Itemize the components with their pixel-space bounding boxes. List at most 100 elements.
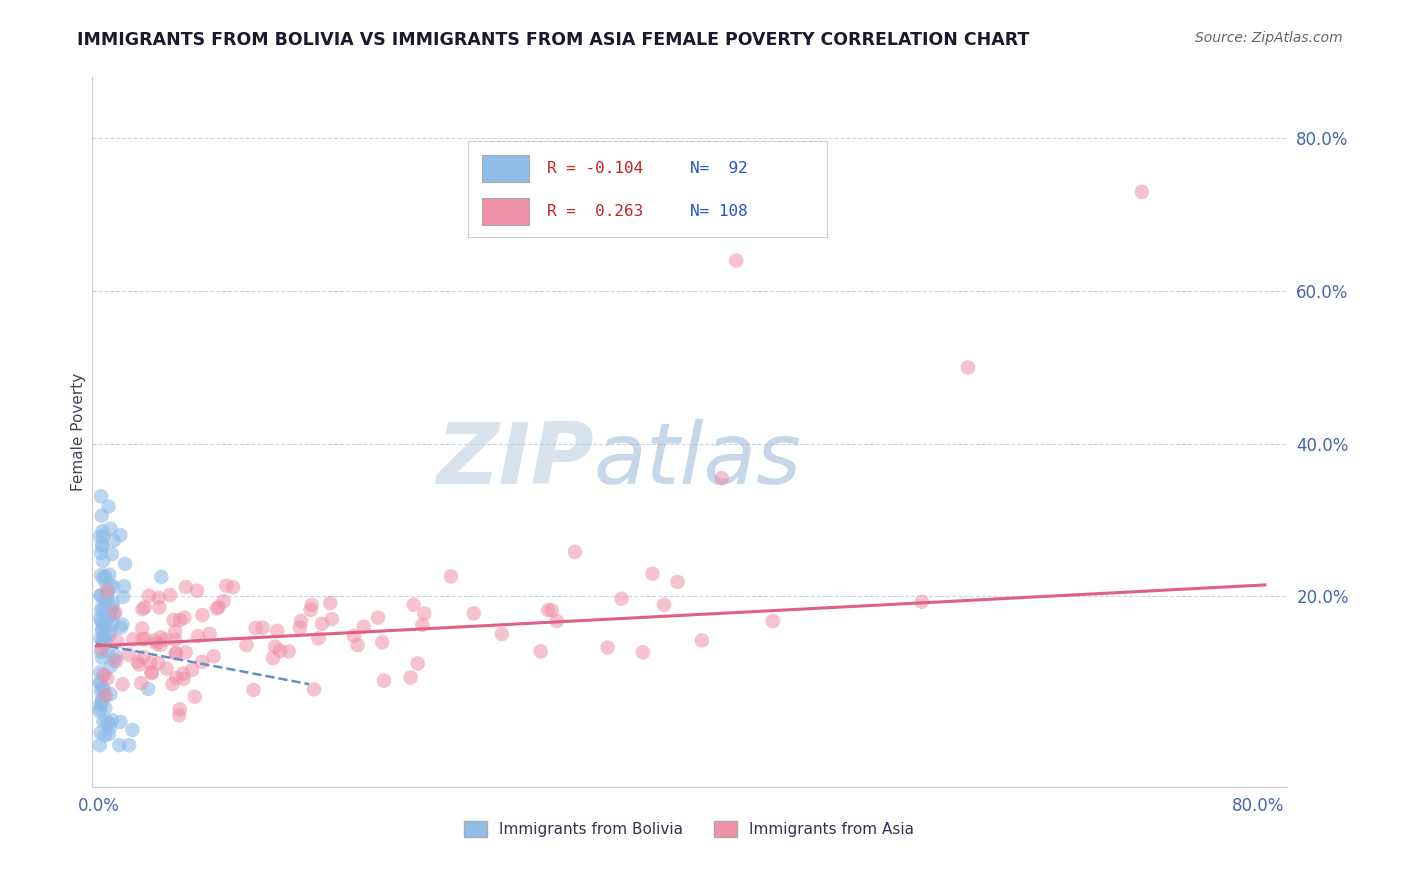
Point <box>89 589 111 603</box>
Point <box>98 721 121 735</box>
Point <box>91 554 114 568</box>
Point <box>173 672 195 686</box>
Point <box>94 689 117 703</box>
Point <box>91 633 114 648</box>
Point <box>90 600 112 615</box>
Point <box>321 612 343 626</box>
Point <box>105 654 128 668</box>
Point <box>301 598 323 612</box>
Point <box>89 529 111 543</box>
Point <box>93 682 115 697</box>
Text: IMMIGRANTS FROM BOLIVIA VS IMMIGRANTS FROM ASIA FEMALE POVERTY CORRELATION CHART: IMMIGRANTS FROM BOLIVIA VS IMMIGRANTS FR… <box>77 31 1029 49</box>
Point <box>346 638 368 652</box>
Point <box>131 622 153 636</box>
Point <box>191 655 214 669</box>
Point <box>725 253 748 268</box>
Point <box>277 644 299 658</box>
Point <box>399 671 422 685</box>
Point <box>1130 185 1153 199</box>
Point <box>149 630 172 644</box>
Point <box>108 738 131 752</box>
Point <box>111 617 134 632</box>
Point <box>105 634 128 648</box>
Point <box>96 607 118 622</box>
Point <box>98 567 121 582</box>
Point <box>93 621 115 635</box>
Point <box>956 360 979 375</box>
Point <box>91 538 114 552</box>
Point <box>98 579 121 593</box>
Point <box>91 616 114 631</box>
Point <box>127 655 149 669</box>
Point <box>181 663 204 677</box>
Point <box>114 557 136 571</box>
Point <box>212 594 235 608</box>
Point <box>91 691 114 706</box>
Point <box>96 714 118 729</box>
Point <box>129 676 152 690</box>
Point <box>94 636 117 650</box>
Point <box>131 602 153 616</box>
Point <box>93 690 115 705</box>
Point <box>187 629 209 643</box>
Point <box>91 623 114 637</box>
Point <box>631 645 654 659</box>
Point <box>90 696 112 710</box>
Point <box>537 603 560 617</box>
Point <box>91 624 114 638</box>
Point <box>148 656 170 670</box>
Point <box>641 566 664 581</box>
Point <box>222 581 245 595</box>
Point <box>172 666 194 681</box>
Point <box>94 615 117 629</box>
Point <box>252 621 274 635</box>
Point <box>184 690 207 704</box>
Point <box>96 593 118 607</box>
Point <box>145 636 167 650</box>
Point <box>564 545 586 559</box>
Point <box>94 728 117 742</box>
Point <box>269 644 291 658</box>
Point <box>491 627 513 641</box>
Point <box>93 635 115 649</box>
Point <box>134 600 156 615</box>
Point <box>118 738 141 752</box>
Point <box>89 704 111 718</box>
Point <box>174 645 197 659</box>
Point <box>90 508 112 523</box>
Point <box>89 702 111 716</box>
Point <box>91 540 114 554</box>
Point <box>90 546 112 560</box>
Point <box>103 607 125 621</box>
Point <box>90 489 112 503</box>
Point <box>122 632 145 647</box>
Point <box>169 613 191 627</box>
Point <box>353 620 375 634</box>
Point <box>165 624 187 639</box>
Point <box>440 569 463 583</box>
Point <box>111 677 134 691</box>
Point <box>165 647 187 661</box>
Point <box>540 603 562 617</box>
Point <box>101 596 124 610</box>
Point <box>110 714 132 729</box>
Point <box>302 682 325 697</box>
Point <box>162 677 184 691</box>
Point <box>103 533 125 548</box>
Point <box>90 697 112 711</box>
Point <box>245 621 267 635</box>
Point <box>373 673 395 688</box>
Point <box>98 687 121 701</box>
Point <box>94 569 117 583</box>
Point <box>596 640 619 655</box>
Point <box>690 633 713 648</box>
Point <box>103 653 125 667</box>
Point <box>121 723 143 737</box>
Point <box>167 708 190 723</box>
Point <box>100 522 122 536</box>
Point <box>93 593 115 607</box>
Point <box>141 665 163 679</box>
Point <box>148 600 170 615</box>
Point <box>148 591 170 605</box>
Point <box>343 629 366 643</box>
